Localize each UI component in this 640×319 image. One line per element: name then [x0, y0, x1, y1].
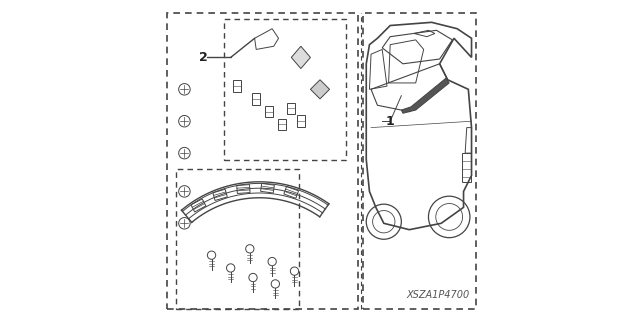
- Bar: [265, 106, 273, 117]
- Text: 2: 2: [199, 51, 208, 64]
- Text: 1: 1: [386, 115, 394, 128]
- Polygon shape: [310, 80, 330, 99]
- Bar: [297, 115, 305, 127]
- Bar: [462, 153, 471, 182]
- Polygon shape: [401, 78, 449, 113]
- Text: XSZA1P4700: XSZA1P4700: [406, 290, 470, 300]
- Bar: [278, 119, 286, 130]
- Bar: [252, 93, 260, 105]
- Polygon shape: [291, 46, 310, 69]
- Bar: [233, 80, 241, 92]
- Bar: [287, 103, 296, 114]
